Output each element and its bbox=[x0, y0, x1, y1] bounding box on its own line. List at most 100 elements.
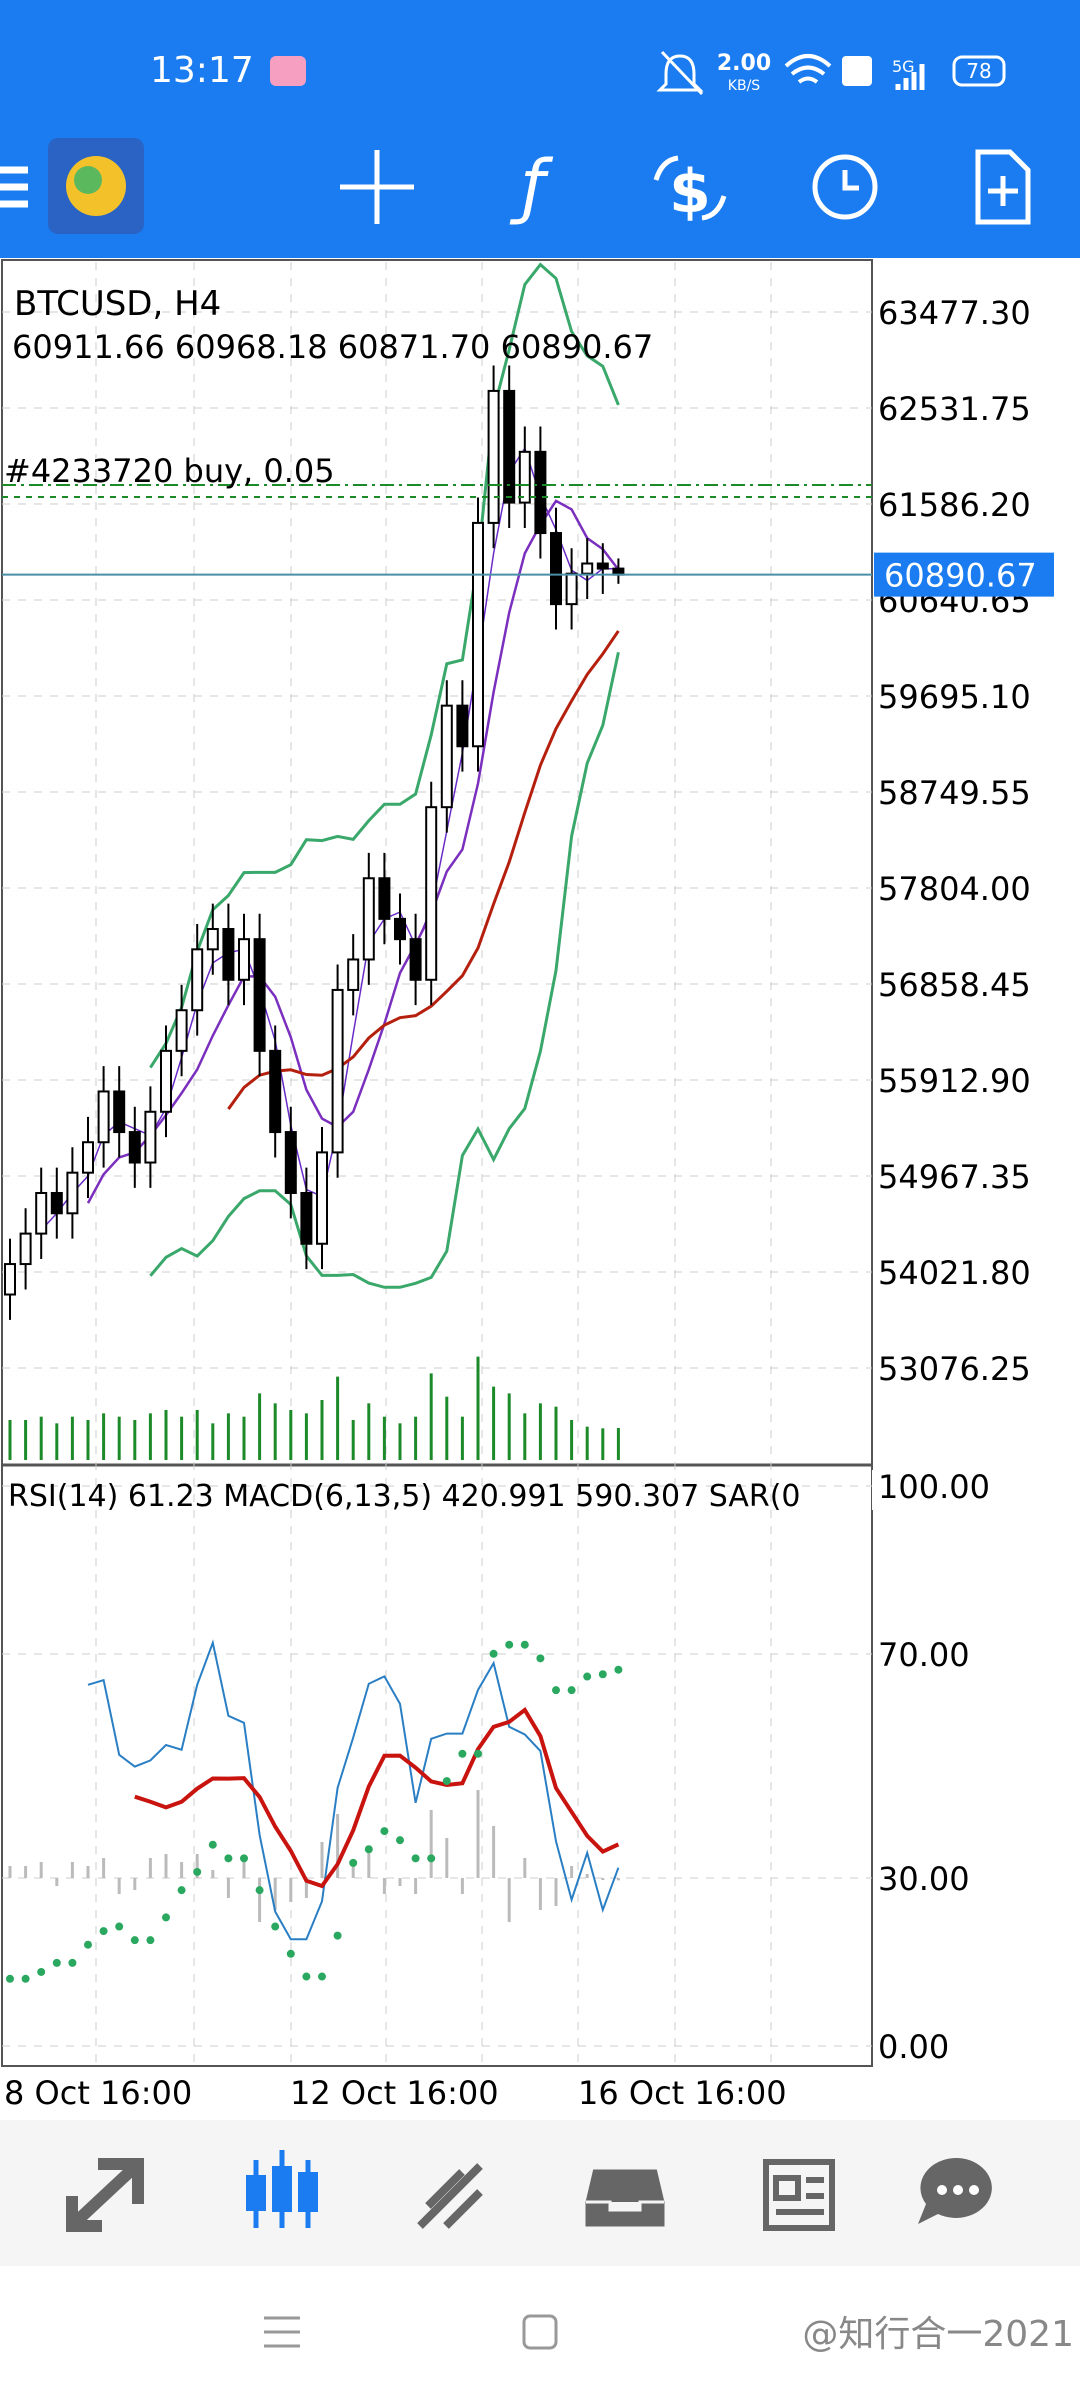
bollinger-upper bbox=[149, 262, 620, 1069]
sar-dot bbox=[598, 1670, 607, 1679]
sar-dot bbox=[302, 1972, 311, 1981]
indicator-chart[interactable] bbox=[2, 1485, 872, 2047]
indicator-tick-label: 70.00 bbox=[878, 1636, 970, 1674]
nav-news[interactable] bbox=[763, 2159, 835, 2231]
nav-chart-c2 bbox=[272, 2166, 292, 2212]
sar-dot bbox=[255, 1886, 264, 1895]
sar-dot bbox=[458, 1749, 467, 1758]
candle-body bbox=[300, 1191, 313, 1245]
label-clip bbox=[872, 1470, 880, 1510]
sar-dot bbox=[427, 1854, 436, 1863]
sar-dot bbox=[536, 1654, 545, 1663]
candle-body bbox=[565, 572, 578, 606]
timeframe-button[interactable] bbox=[812, 154, 878, 220]
sar-dot bbox=[396, 1836, 404, 1845]
price-tick-label: 62531.75 bbox=[878, 390, 1031, 428]
home-button[interactable] bbox=[522, 2314, 558, 2350]
candle-body bbox=[50, 1191, 63, 1215]
sar-dot bbox=[193, 1867, 202, 1876]
candle-body bbox=[66, 1171, 79, 1215]
candle-body bbox=[269, 1049, 282, 1134]
nav-trade[interactable] bbox=[417, 2163, 483, 2229]
candle-body bbox=[550, 532, 562, 606]
macd-signal bbox=[134, 1707, 620, 1889]
new-order-button[interactable] bbox=[975, 149, 1031, 225]
nav-chart[interactable] bbox=[246, 2150, 318, 2228]
candle-body bbox=[4, 1263, 16, 1296]
doc-plus bbox=[988, 176, 1018, 206]
main-chart[interactable] bbox=[2, 262, 872, 1460]
sar-dot bbox=[224, 1854, 233, 1863]
candle-body bbox=[487, 389, 500, 524]
price-tick-label: 55912.90 bbox=[878, 1062, 1031, 1100]
menu-button[interactable] bbox=[0, 166, 28, 208]
nav-messages[interactable] bbox=[918, 2157, 992, 2224]
nav-chart-c3 bbox=[298, 2172, 318, 2212]
candle-body bbox=[19, 1232, 32, 1266]
sar-dot bbox=[271, 1922, 280, 1931]
candle-body bbox=[175, 1009, 188, 1052]
hd-icon bbox=[842, 56, 872, 86]
trade-button[interactable]: $ bbox=[653, 155, 727, 227]
sar-dot bbox=[583, 1672, 592, 1681]
current-price-box bbox=[874, 552, 1054, 597]
candle-body bbox=[82, 1141, 94, 1174]
candle-body bbox=[316, 1151, 328, 1245]
wifi-icon bbox=[784, 54, 832, 84]
nav-quotes[interactable] bbox=[66, 2158, 144, 2232]
sar-dot bbox=[84, 1940, 92, 1949]
candle-body bbox=[284, 1131, 297, 1194]
recent-apps[interactable] bbox=[264, 2316, 300, 2348]
crosshair-button[interactable] bbox=[340, 150, 414, 224]
candle-body bbox=[425, 806, 438, 981]
status-app-icon bbox=[270, 56, 306, 86]
system-nav bbox=[0, 2266, 1080, 2400]
mute-icon bbox=[656, 50, 704, 96]
sar-dot bbox=[208, 1840, 217, 1849]
logo-mark bbox=[74, 166, 102, 194]
ma-slow bbox=[227, 630, 620, 1110]
sar-dot bbox=[21, 1974, 30, 1983]
sar-dot bbox=[411, 1854, 420, 1863]
nav-chart-c1 bbox=[246, 2175, 266, 2211]
candle-body bbox=[472, 521, 484, 748]
signal-bars bbox=[895, 64, 925, 90]
candle-body bbox=[238, 938, 250, 981]
candle-body bbox=[362, 877, 375, 961]
watermark: @知行合一2021 bbox=[802, 2314, 1074, 2355]
sar-dot bbox=[130, 1936, 139, 1945]
nav-history[interactable] bbox=[582, 2166, 668, 2230]
candle-body bbox=[596, 562, 609, 570]
candle-body bbox=[128, 1131, 141, 1164]
candle-body bbox=[222, 928, 235, 981]
bottom-nav bbox=[0, 2120, 1080, 2266]
price-tick-label: 61586.20 bbox=[878, 486, 1031, 524]
price-tick-label: 59695.10 bbox=[878, 678, 1031, 716]
sar-dot bbox=[146, 1936, 155, 1945]
candle-body bbox=[206, 928, 219, 951]
sar-dot bbox=[52, 1958, 61, 1967]
sar-dot bbox=[380, 1827, 389, 1836]
price-tick-label: 56858.45 bbox=[878, 966, 1031, 1004]
symbol: BTCUSD, H4 bbox=[14, 284, 221, 324]
doc-icon bbox=[975, 149, 1031, 225]
time-tick-label: 12 Oct 16:00 bbox=[290, 2074, 499, 2112]
indicator-label: RSI(14) 61.23 MACD(6,13,5) 420.991 590.3… bbox=[8, 1479, 801, 1514]
sar-dot bbox=[520, 1640, 529, 1649]
candle-body bbox=[503, 389, 516, 504]
candle-body bbox=[518, 450, 531, 504]
sar-dot bbox=[68, 1958, 77, 1967]
sar-dot bbox=[552, 1686, 560, 1695]
current-price-label: 60890.67 bbox=[884, 557, 1037, 595]
battery bbox=[952, 55, 1006, 87]
sar-dot bbox=[614, 1665, 623, 1674]
status-time: 13:17 bbox=[150, 50, 254, 91]
rsi-line bbox=[87, 1639, 620, 1941]
sar-dot bbox=[115, 1922, 124, 1931]
candle-body bbox=[35, 1191, 48, 1235]
dot bbox=[953, 2185, 963, 2195]
time-tick-label: 8 Oct 16:00 bbox=[4, 2074, 192, 2112]
indicator-tick-label: 100.00 bbox=[878, 1468, 990, 1506]
